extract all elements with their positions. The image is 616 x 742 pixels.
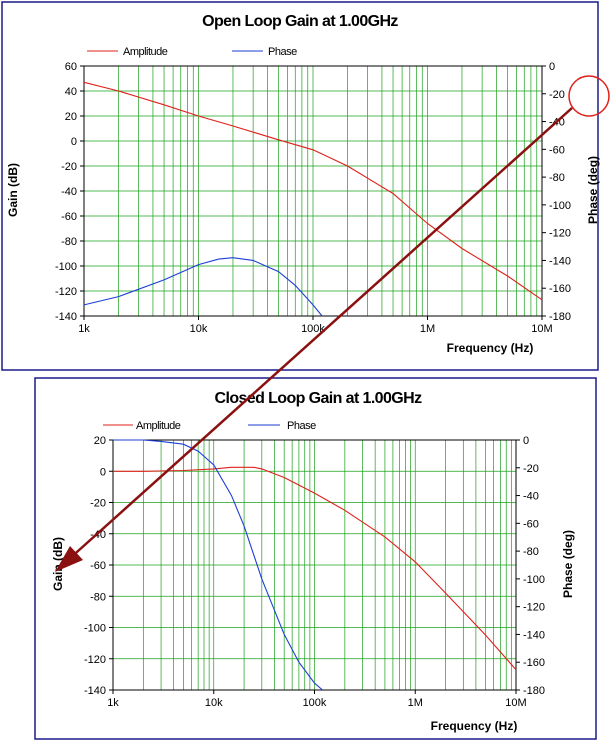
y2-axis-title: Phase (deg): [586, 156, 600, 224]
y2-axis-title: Phase (deg): [561, 530, 575, 598]
chart-legend: Amplitude Phase: [103, 420, 317, 432]
y-tick-label: 40: [65, 86, 77, 98]
y2-tick-label: 0: [523, 435, 529, 447]
y-tick-label: 0: [71, 136, 77, 148]
y2-tick-label: -180: [523, 685, 545, 697]
y-tick-label: -20: [90, 498, 106, 510]
y2-tick-label: -140: [549, 255, 571, 267]
grid: [83, 65, 542, 317]
x-tick-label: 100k: [303, 697, 327, 709]
y-tick-label: 20: [65, 111, 77, 123]
annotation-arrowhead: [55, 546, 83, 572]
y2-tick-label: -160: [523, 657, 545, 669]
y2-tick-label: -20: [523, 463, 539, 475]
series-line-phase: [83, 257, 323, 317]
open-loop-frame: [1, 1, 599, 371]
y2-tick-label: -120: [549, 228, 571, 240]
y2-tick-label: -40: [523, 491, 539, 503]
legend-label-phase: Phase: [287, 420, 316, 432]
y-tick-label: -60: [90, 560, 106, 572]
x-tick-label: 10M: [531, 323, 552, 335]
chart-legend: Amplitude Phase: [87, 46, 298, 58]
legend-label-amplitude: Amplitude: [123, 46, 168, 58]
y-tick-label: -100: [55, 261, 77, 273]
y-tick-label: -120: [55, 286, 77, 298]
y-tick-label: -140: [55, 311, 77, 323]
x-axis-title: Frequency (Hz): [431, 719, 518, 733]
open-loop-chart: Open Loop Gain at 1.00GHz Amplitude Phas…: [1, 1, 600, 371]
x-tick-label: 1M: [420, 323, 435, 335]
x-tick-label: 10M: [505, 697, 526, 709]
y2-tick-label: -60: [549, 144, 565, 156]
y2-tick-label: -60: [523, 518, 539, 530]
annotation-overlay: [55, 75, 610, 572]
y2-tick-label: -80: [523, 546, 539, 558]
y2-tick-label: -160: [549, 283, 571, 295]
y-axis-title: Gain (dB): [51, 537, 65, 591]
y-tick-label: -60: [61, 211, 77, 223]
legend-label-amplitude: Amplitude: [136, 420, 181, 432]
grid: [112, 439, 516, 691]
chart-title: Open Loop Gain at 1.00GHz: [202, 13, 398, 30]
y-tick-label: -80: [61, 236, 77, 248]
y-tick-label: 20: [94, 435, 106, 447]
closed-loop-chart: Closed Loop Gain at 1.00GHz Amplitude Ph…: [34, 377, 597, 740]
x-tick-label: 10k: [190, 323, 208, 335]
series-line-amplitude: [83, 81, 543, 301]
closed-loop-frame: [34, 377, 597, 740]
x-tick-label: 100k: [301, 323, 325, 335]
y-tick-label: -40: [61, 186, 77, 198]
series-line-phase: [113, 439, 323, 691]
y2-tick-label: -20: [549, 89, 565, 101]
y2-tick-label: -120: [523, 602, 545, 614]
y2-tick-label: 0: [549, 61, 555, 73]
x-tick-label: 10k: [205, 697, 223, 709]
y2-tick-label: -140: [523, 629, 545, 641]
annotation-arrow: [67, 107, 573, 561]
y-tick-label: -80: [90, 591, 106, 603]
x-tick-label: 1k: [78, 323, 90, 335]
x-tick-label: 1k: [107, 697, 119, 709]
y-tick-label: -20: [61, 161, 77, 173]
x-axis-title: Frequency (Hz): [447, 341, 534, 355]
y-tick-label: -100: [84, 623, 106, 635]
y-tick-label: 60: [65, 61, 77, 73]
chart-title: Closed Loop Gain at 1.00GHz: [215, 390, 423, 407]
series-line-amplitude: [113, 466, 517, 671]
legend-label-phase: Phase: [268, 46, 297, 58]
y2-tick-label: -180: [549, 311, 571, 323]
y-tick-label: 0: [100, 466, 106, 478]
y2-tick-label: -100: [523, 574, 545, 586]
y-tick-label: -120: [84, 654, 106, 666]
x-tick-label: 1M: [408, 697, 423, 709]
callout-circle: [568, 75, 610, 117]
y2-tick-label: -80: [549, 172, 565, 184]
y2-tick-label: -100: [549, 200, 571, 212]
y-axis-title: Gain (dB): [6, 163, 20, 217]
y-tick-label: -140: [84, 685, 106, 697]
